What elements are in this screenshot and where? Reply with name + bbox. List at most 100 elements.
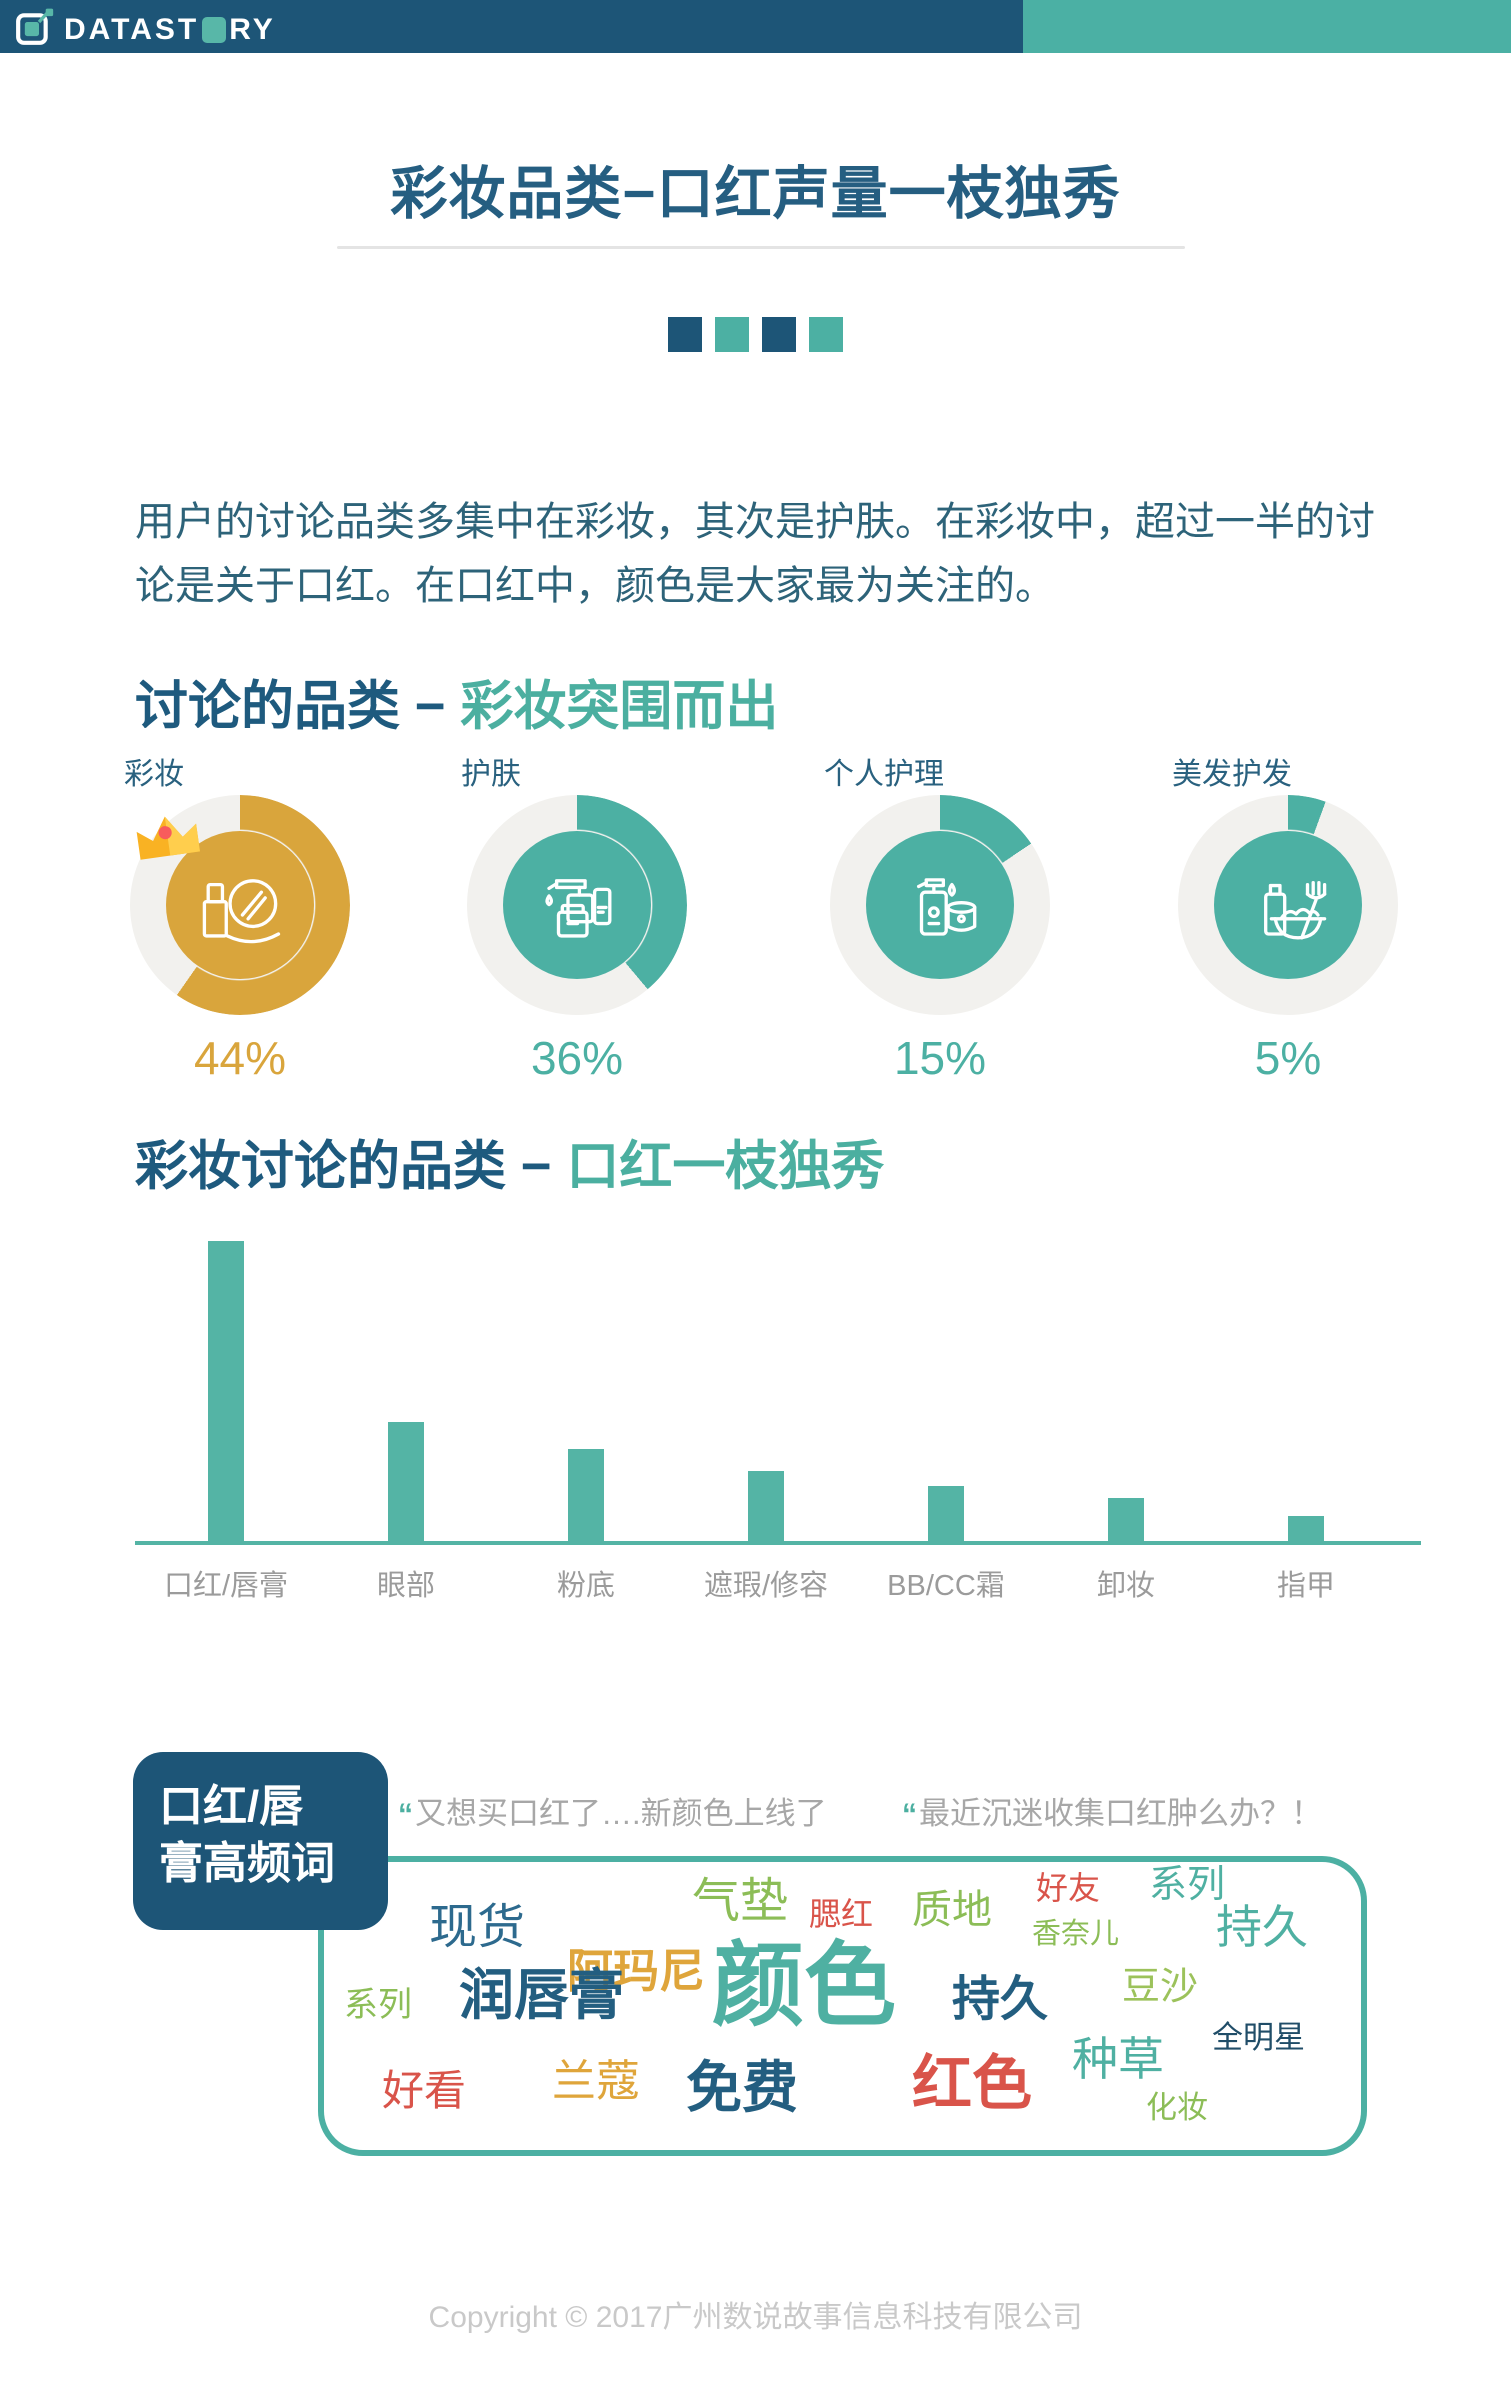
bar-column	[1036, 1241, 1216, 1543]
section2-heading: 彩妆讨论的品类 − 口红一枝独秀	[135, 1124, 884, 1200]
quote-mark-icon: “	[398, 1798, 413, 1831]
cloud-word: 免费	[686, 2056, 798, 2119]
bar-column	[316, 1241, 496, 1543]
bar-column	[676, 1241, 856, 1543]
wordcloud-title-badge: 口红/唇 膏高频词	[133, 1752, 388, 1930]
bar	[208, 1241, 244, 1543]
bar	[388, 1422, 424, 1543]
donut-category-label: 美发护发	[1172, 758, 1292, 791]
cloud-word: 质地	[912, 1888, 992, 1932]
donut-center	[503, 831, 651, 979]
brand-o-square	[202, 16, 227, 43]
cloud-word: 全明星	[1212, 2020, 1305, 2055]
bar	[928, 1486, 964, 1543]
quote-mark-icon: “	[902, 1798, 917, 1831]
bar-column	[856, 1241, 1036, 1543]
bar	[748, 1471, 784, 1543]
bar-label: 遮瑕/修容	[703, 1570, 829, 1602]
bar-label: 眼部	[376, 1570, 435, 1602]
user-quote-1: “又想买口红了….新颜色上线了	[398, 1788, 827, 1833]
cloud-word: 化妆	[1146, 2090, 1208, 2125]
brand-wordmark: DATAST RY	[64, 13, 276, 47]
wordcloud-box: 现货 阿玛尼 气垫 腮红 质地 好友 系列 香奈儿 持久 系列 润唇膏 颜色 持久 豆沙 全明星 好看 兰蔻 免费…	[318, 1856, 1367, 2156]
cloud-word: 好友	[1036, 1870, 1101, 1906]
brand-right: RY	[229, 12, 276, 46]
cloud-word: 持久	[952, 1973, 1049, 2026]
intro-paragraph: 用户的讨论品类多集中在彩妆，其次是护肤。在彩妆中，超过一半的讨论是关于口红。在口…	[135, 500, 1375, 608]
decorative-square	[668, 317, 702, 352]
cloud-word: 持久	[1216, 1901, 1308, 1953]
cloud-word: 气垫	[692, 1875, 789, 1928]
section2-heading-dark: 彩妆讨论的品类 −	[135, 1137, 567, 1196]
bar-chart	[136, 1241, 1396, 1543]
donut-percent: 15%	[893, 1032, 987, 1084]
bar	[1288, 1516, 1324, 1543]
cloud-word: 系列	[1149, 1864, 1226, 1906]
cloud-word: 兰蔻	[552, 2057, 640, 2106]
donut-center	[866, 831, 1014, 979]
bar-label: 指甲	[1276, 1570, 1335, 1602]
donut-percent: 44%	[193, 1032, 287, 1084]
wordcloud: 现货 阿玛尼 气垫 腮红 质地 好友 系列 香奈儿 持久 系列 润唇膏 颜色 持久 豆沙 全明星 好看 兰蔻 免费…	[324, 1862, 1361, 2150]
section1-heading: 讨论的品类 − 彩妆突围而出	[135, 664, 778, 740]
cloud-word: 香奈儿	[1032, 1918, 1120, 1950]
donut-category-label: 护肤	[461, 758, 521, 791]
bar-column	[1216, 1241, 1396, 1543]
cloud-word: 种草	[1072, 2033, 1164, 2085]
decorative-square	[715, 317, 749, 352]
cloud-word: 阿玛尼	[567, 1945, 705, 1997]
donut-center	[166, 831, 314, 979]
datastory-logo-icon	[14, 7, 54, 52]
bar	[1108, 1498, 1144, 1543]
title-divider	[337, 246, 1185, 249]
decorative-square	[809, 317, 843, 352]
cloud-word: 颜色	[712, 1935, 897, 2037]
section1-heading-accent: 彩妆突围而出	[460, 677, 779, 736]
header-accent-strip	[1023, 0, 1511, 53]
donut-personal-care: 个人护理 15%	[824, 758, 1050, 1085]
bar-label: 卸妆	[1096, 1570, 1155, 1602]
skincare-set-icon	[544, 878, 611, 938]
hair-care-icon	[1263, 880, 1326, 939]
donut-hair-care: 美发护发 5%	[1172, 758, 1398, 1085]
crown-icon	[126, 802, 210, 877]
donut-center	[1214, 831, 1362, 979]
title-decorative-squares	[0, 317, 1511, 352]
brand-left: DATAST	[64, 12, 200, 46]
cloud-word: 现货	[429, 1901, 526, 1954]
donut-skincare: 护肤 36%	[461, 758, 687, 1085]
page-title: 彩妆品类−口红声量一枝独秀	[390, 162, 1121, 226]
datastory-logo: DATAST RY	[14, 7, 276, 52]
decorative-square	[762, 317, 796, 352]
quote-text: 又想买口红了….新颜色上线了	[415, 1796, 827, 1831]
donut-percent: 36%	[530, 1032, 624, 1084]
lipstick-compact-icon	[202, 878, 280, 943]
quote-text: 最近沉迷收集口红肿么办？！	[919, 1796, 1322, 1831]
bar	[568, 1449, 604, 1543]
donut-makeup: 彩妆 44%	[124, 758, 350, 1085]
cloud-word: 红色	[912, 2050, 1032, 2117]
section1-heading-dark: 讨论的品类 −	[135, 677, 461, 736]
donut-category-label: 彩妆	[124, 758, 184, 791]
donut-category-label: 个人护理	[824, 758, 944, 791]
bar-label: BB/CC霜	[887, 1570, 1005, 1602]
section2-heading-accent: 口红一枝独秀	[566, 1137, 885, 1196]
bar-column	[496, 1241, 676, 1543]
cloud-word: 系列	[344, 1986, 412, 2024]
bar-chart-labels: 口红/唇膏 眼部 粉底 遮瑕/修容 BB/CC霜 卸妆 指甲	[136, 1562, 1396, 1604]
cloud-word: 豆沙	[1122, 1966, 1199, 2008]
bar-label: 粉底	[556, 1570, 615, 1602]
wordcloud-title-line2: 膏高频词	[159, 1839, 335, 1889]
bar-chart-axis	[135, 1541, 1421, 1545]
copyright-footer: Copyright © 2017广州数说故事信息科技有限公司	[428, 2301, 1083, 2334]
user-quote-2: “最近沉迷收集口红肿么办？！	[902, 1788, 1322, 1833]
cloud-word: 润唇膏	[459, 1964, 625, 2026]
cloud-word: 腮红	[809, 1896, 874, 1932]
cloud-word: 好看	[382, 2067, 467, 2114]
donut-percent: 5%	[1254, 1032, 1322, 1084]
bar-label: 口红/唇膏	[163, 1570, 289, 1602]
header-bar: DATAST RY	[0, 0, 1511, 53]
wordcloud-title-line1: 口红/唇	[159, 1782, 304, 1831]
personal-care-icon	[916, 877, 976, 936]
